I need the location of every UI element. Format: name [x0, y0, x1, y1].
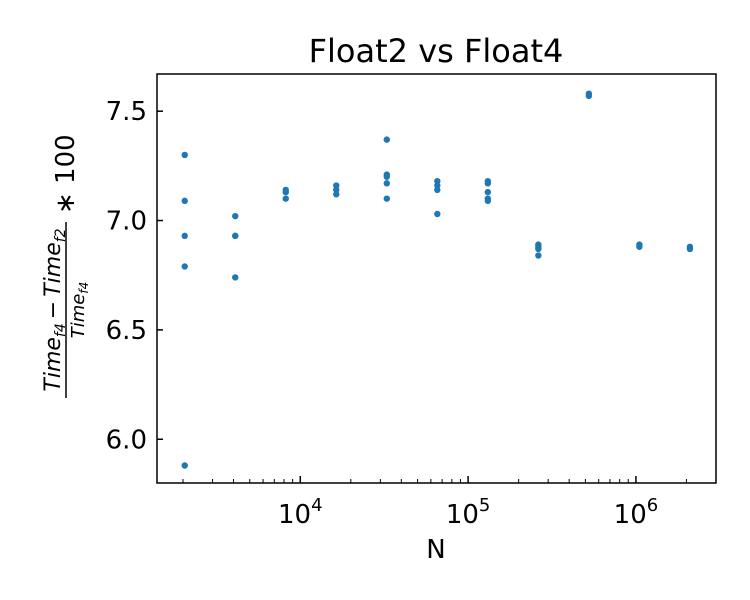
- data-point: [383, 180, 390, 187]
- data-point: [181, 462, 188, 469]
- data-point: [484, 180, 492, 187]
- data-point: [434, 182, 441, 189]
- data-point: [434, 210, 441, 218]
- y-tick-label: 7.0: [106, 207, 147, 237]
- data-point: [181, 232, 188, 240]
- data-point: [434, 186, 441, 194]
- x-axis-label: N: [426, 535, 445, 565]
- y-axis: 6.0 6.5 7.0 7.5: [106, 97, 163, 455]
- y-tick-label: 7.5: [106, 97, 147, 127]
- data-point: [181, 263, 188, 270]
- data-point: [686, 245, 694, 253]
- data-point: [434, 177, 441, 185]
- x-tick-label: 104: [278, 495, 323, 530]
- data-point: [535, 245, 542, 253]
- data-point: [232, 274, 239, 281]
- y-tick-label: 6.5: [106, 316, 147, 346]
- x-axis: 104 105 106: [182, 476, 717, 530]
- x-tick-label: 105: [446, 495, 491, 530]
- data-point: [585, 92, 593, 100]
- data-points: [181, 90, 694, 469]
- data-point: [484, 197, 492, 205]
- data-point: [535, 252, 542, 259]
- y-label-numerator: Timef4−Timef2: [41, 228, 69, 391]
- data-point: [383, 195, 390, 202]
- plot-area: [156, 73, 717, 484]
- data-point: [383, 136, 390, 143]
- y-axis-label: Timef4−Timef2 Timef4 ∗ 100: [41, 134, 91, 398]
- x-tick-label: 106: [614, 495, 659, 530]
- data-point: [333, 182, 340, 189]
- data-point: [181, 197, 188, 205]
- data-point: [333, 191, 340, 198]
- data-point: [232, 212, 239, 220]
- chart-title: Float2 vs Float4: [309, 32, 564, 70]
- data-point: [383, 173, 390, 180]
- data-point: [232, 232, 239, 240]
- data-point: [636, 243, 643, 250]
- y-label-suffix: ∗ 100: [51, 134, 81, 214]
- data-point: [333, 186, 340, 194]
- data-point: [282, 188, 289, 196]
- data-point: [181, 151, 188, 159]
- data-point: [484, 188, 492, 196]
- data-point: [282, 195, 289, 202]
- y-label-denominator: Timef4: [68, 282, 91, 338]
- y-tick-label: 6.0: [106, 425, 147, 455]
